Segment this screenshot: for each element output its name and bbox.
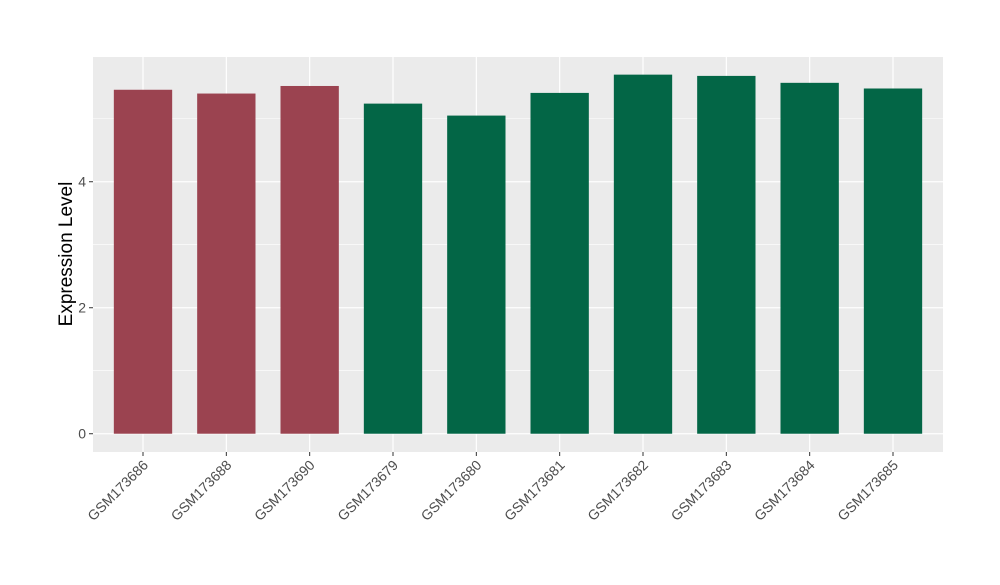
bar (280, 85, 339, 434)
bar (530, 92, 589, 434)
bars (113, 74, 923, 434)
bar (363, 103, 423, 434)
bar (113, 89, 173, 434)
x-tick-label: GSM173682 (584, 457, 651, 524)
x-tick-label: GSM173680 (418, 457, 485, 524)
bar (197, 93, 256, 434)
y-tick-label: 2 (78, 300, 86, 316)
bar (613, 74, 673, 434)
bar (780, 82, 839, 434)
x-axis: GSM173686 GSM173688 GSM173690 GSM173679 GSM1… (84, 452, 901, 524)
y-tick-label: 4 (78, 174, 86, 190)
bar (447, 115, 506, 434)
x-tick-label: GSM173681 (501, 457, 568, 524)
bar (863, 88, 923, 434)
x-tick-label: GSM173690 (251, 457, 318, 524)
x-tick-label: GSM173686 (84, 457, 151, 524)
x-tick-label: GSM173679 (334, 457, 401, 524)
x-tick-label: GSM173685 (834, 457, 901, 524)
x-tick-label: GSM173683 (668, 457, 735, 524)
y-axis-label: Expression Level (56, 182, 77, 327)
bar (697, 75, 756, 434)
x-tick-label: GSM173688 (168, 457, 235, 524)
y-axis: 0 2 4 (78, 174, 93, 442)
y-tick-label: 0 (78, 426, 86, 442)
x-tick-label: GSM173684 (751, 457, 818, 524)
